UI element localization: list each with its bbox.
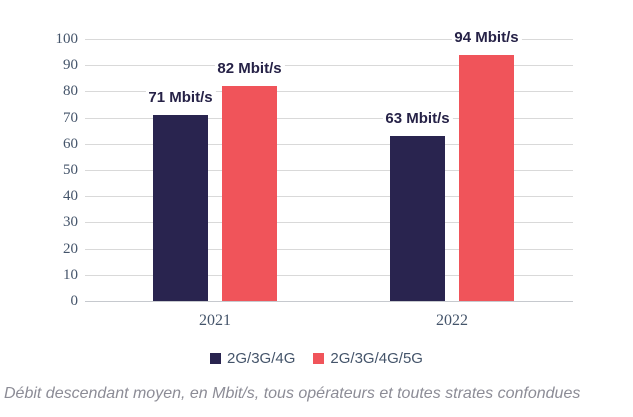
plot-area: 0 10 20 30 40 50 60 70 80 90 100 71 Mbit/s 82 Mbit/s… bbox=[55, 27, 573, 329]
x-category-label: 2021 bbox=[199, 312, 231, 329]
y-tick-label: 40 bbox=[63, 188, 78, 205]
legend-label: 2G/3G/4G bbox=[227, 350, 296, 367]
legend-item: 2G/3G/4G bbox=[210, 350, 295, 367]
y-grid-line bbox=[85, 65, 573, 67]
chart-caption: Débit descendant moyen, en Mbit/s, tous … bbox=[4, 385, 581, 402]
bar-value-label: 71 Mbit/s bbox=[145, 87, 216, 107]
y-tick-label: 70 bbox=[63, 109, 78, 126]
x-category-label: 2022 bbox=[436, 312, 468, 329]
y-tick-label: 50 bbox=[63, 162, 78, 178]
legend: 2G/3G/4G 2G/3G/4G/5G bbox=[0, 350, 633, 367]
bar-value-label: 82 Mbit/s bbox=[214, 59, 285, 79]
y-tick-label: 20 bbox=[63, 240, 78, 257]
legend-item: 2G/3G/4G/5G bbox=[313, 350, 423, 367]
bar bbox=[459, 54, 514, 301]
y-grid-line bbox=[85, 117, 573, 119]
bar-value-label: 94 Mbit/s bbox=[451, 27, 522, 47]
bar bbox=[222, 86, 277, 301]
legend-swatch bbox=[210, 353, 222, 364]
y-grid-line bbox=[85, 91, 573, 93]
y-tick-label: 10 bbox=[63, 266, 78, 283]
y-grid-line bbox=[85, 143, 573, 145]
y-tick-label: 100 bbox=[55, 31, 79, 47]
bar bbox=[390, 135, 445, 301]
y-tick-label: 60 bbox=[63, 135, 78, 152]
y-tick-label: 30 bbox=[63, 214, 78, 231]
y-grid-line bbox=[85, 222, 573, 224]
bar-value-label: 63 Mbit/s bbox=[382, 108, 453, 128]
bar bbox=[153, 115, 208, 301]
y-grid-line bbox=[85, 170, 573, 171]
legend-swatch bbox=[313, 353, 325, 364]
y-tick-label: 80 bbox=[63, 83, 78, 100]
legend-label: 2G/3G/4G/5G bbox=[330, 350, 423, 367]
y-grid-line bbox=[85, 248, 573, 250]
y-tick-label: 90 bbox=[63, 57, 78, 74]
y-tick-label: 0 bbox=[70, 293, 79, 309]
y-grid-line bbox=[85, 196, 573, 198]
y-grid-line bbox=[85, 301, 573, 302]
y-grid-line bbox=[85, 274, 573, 276]
y-grid-line bbox=[85, 39, 573, 40]
